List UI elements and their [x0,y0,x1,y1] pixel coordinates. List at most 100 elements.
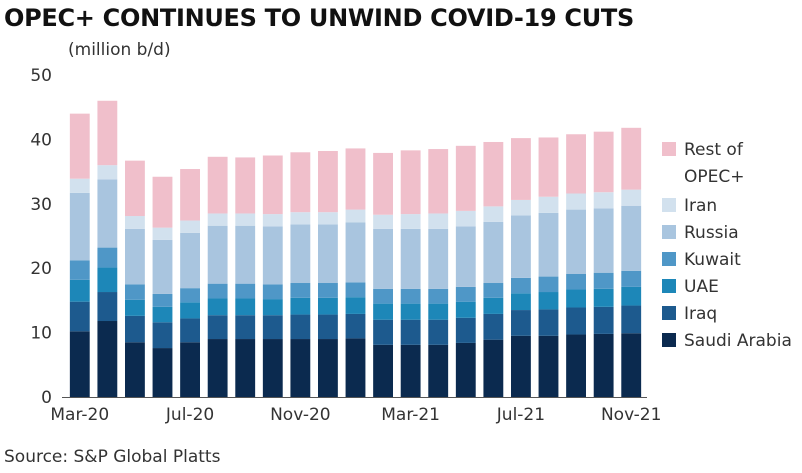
bar-segment [428,319,449,345]
legend-item: UAE [662,277,719,297]
bar-segment [400,228,421,289]
bar-segment [235,157,256,214]
bar-segment [345,297,366,314]
bar-segment [69,279,90,302]
bar-segment [400,303,421,320]
bar-segment [180,318,200,343]
bar-segment [262,155,283,215]
bar-segment [621,127,642,190]
bar-segment [125,299,145,316]
bar-segment [180,232,200,289]
bar-segment [318,224,338,284]
bar-segment [97,100,118,166]
bar-segment [97,165,118,180]
bar-segment [373,288,393,304]
chart-title: OPEC+ CONTINUES TO UNWIND COVID-19 CUTS [4,4,634,32]
legend-item: Russia [662,223,739,243]
bar-segment [400,214,421,229]
bar-segment [455,286,476,302]
bar-segment [180,342,200,397]
bar-segment [97,247,118,268]
x-tick-label: Mar-21 [381,405,440,425]
bar-segment [373,152,393,215]
bar-segment [538,212,559,277]
bar-segment [69,331,90,397]
legend-label: OPEC+ [684,167,745,187]
bar-segment [235,315,256,340]
bar-segment [455,317,476,343]
bar-segment [511,277,531,294]
x-tick-label: Mar-20 [50,405,109,425]
bar-segment [511,215,531,278]
bar-segment [318,150,338,213]
bar-segment [483,221,504,284]
bar-segment [290,152,311,213]
bar-segment [511,335,531,397]
bar-segment [400,288,421,304]
bar-segment [318,283,338,298]
bar-segment [125,216,145,229]
bar-segment [97,179,118,248]
y-axis-unit-label: (million b/d) [68,40,171,60]
bar-segment [152,176,173,228]
bar-segment [207,283,228,299]
bar-segment [180,302,200,319]
bar-segment [593,192,614,209]
bar-segment [483,206,504,222]
bar-segment [566,307,586,335]
legend-item: Iran [662,196,717,216]
bar-segment [152,306,173,323]
bar-segment [290,224,311,284]
bar-segment [621,305,642,334]
bar-segment [428,344,449,397]
bar-segment [538,309,559,336]
bar-segment [373,303,393,320]
x-tick-label: Jul-20 [165,405,214,425]
legend-item: Rest of OPEC+ [662,140,745,187]
bar-segment [262,299,283,316]
y-tick-label: 30 [30,195,52,215]
bar-segment [69,260,90,280]
legend-label: Iraq [684,304,717,324]
bar-segment [511,199,531,216]
bar-segment [262,339,283,397]
bar-segment [262,214,283,227]
legend-swatch [662,225,676,239]
bar-segment [621,205,642,271]
bar-segment [125,228,145,285]
bar-segment [69,178,90,193]
bar-segment [483,339,504,397]
bars-group [69,100,642,397]
bar-segment [593,208,614,273]
bar-segment [566,289,586,308]
bar-segment [593,306,614,334]
legend-swatch [662,279,676,293]
legend-swatch [662,198,676,212]
bar-segment [566,193,586,210]
bar-segment [345,338,366,397]
bar-segment [152,227,173,240]
bar-segment [290,339,311,397]
bar-segment [621,333,642,397]
bar-segment [428,303,449,320]
bar-segment [152,348,173,397]
bar-segment [566,334,586,397]
bar-segment [428,288,449,304]
bar-segment [290,314,311,340]
legend-label: UAE [684,277,719,297]
bar-segment [621,286,642,306]
bar-segment [345,313,366,339]
bar-segment [69,113,90,179]
bar-segment [235,298,256,316]
bar-segment [511,293,531,311]
bar-segment [180,288,200,303]
bar-segment [566,134,586,194]
bar-segment [483,297,504,314]
y-tick-label: 0 [41,388,52,408]
y-tick-label: 20 [30,259,52,279]
bar-segment [152,293,173,307]
legend-label: Russia [684,223,739,243]
bar-segment [318,212,338,225]
